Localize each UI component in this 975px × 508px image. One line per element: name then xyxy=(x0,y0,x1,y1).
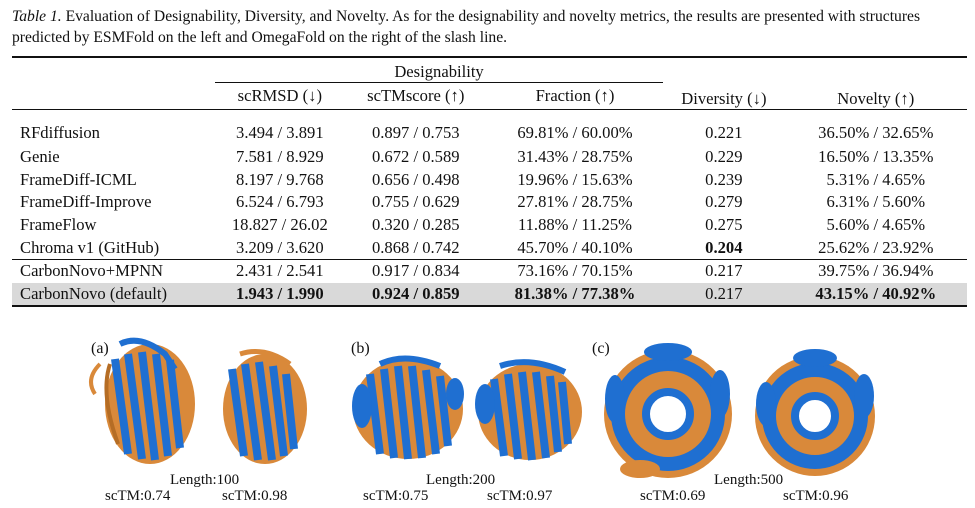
panel-label-a: (a) xyxy=(91,340,109,357)
caption-label: Table 1. xyxy=(12,8,62,25)
fraction-cell: 19.96% / 15.63% xyxy=(517,169,633,189)
length-label-b: Length:200 xyxy=(426,472,496,488)
designability-group-header: Designability xyxy=(394,62,484,81)
table-row: Genie 7.581 / 8.929 0.672 / 0.589 31.43%… xyxy=(12,146,967,169)
method-cell: RFdiffusion xyxy=(20,123,100,142)
table-row: FrameFlow 18.827 / 26.02 0.320 / 0.285 1… xyxy=(12,214,967,237)
fraction-cell: 11.88% / 11.25% xyxy=(517,215,632,235)
table-row: FrameDiff-Improve 6.524 / 6.793 0.755 / … xyxy=(12,191,967,214)
fraction-cell: 81.38% / 77.38% xyxy=(486,282,664,307)
novelty-cell: 36.50% / 32.65% xyxy=(818,123,934,142)
protein-structure-figure: (a) (b) (c) xyxy=(0,324,975,508)
diversity-cell: 0.217 xyxy=(705,261,743,281)
sctm-cell: 0.924 / 0.859 xyxy=(344,282,487,307)
table-caption: Table 1. Evaluation of Designability, Di… xyxy=(12,6,967,48)
fraction-cell: 69.81% / 60.00% xyxy=(517,123,633,142)
sctm-cell: 0.672 / 0.589 xyxy=(371,147,460,167)
header-novelty: Novelty (↑) xyxy=(837,89,915,108)
scrmsd-cell: 3.209 / 3.620 xyxy=(236,237,324,257)
header-sctmscore: scTMscore (↑) xyxy=(344,82,487,110)
method-cell: FrameDiff-ICML xyxy=(20,169,137,189)
length-label-a: Length:100 xyxy=(170,472,240,488)
method-cell: CarbonNovo+MPNN xyxy=(20,261,164,281)
diversity-cell: 0.279 xyxy=(705,192,743,212)
length-label-c: Length:500 xyxy=(714,472,784,488)
protein-structure-c-right xyxy=(755,349,875,476)
novelty-cell: 39.75% / 36.94% xyxy=(818,261,934,281)
diversity-cell: 0.221 xyxy=(705,123,743,142)
diversity-cell: 0.275 xyxy=(705,215,743,235)
novelty-cell: 5.31% / 4.65% xyxy=(826,169,926,189)
protein-structure-a-left xyxy=(89,337,195,464)
table-row: RFdiffusion 3.494 / 3.891 0.897 / 0.753 … xyxy=(12,110,967,147)
scrmsd-cell: 18.827 / 26.02 xyxy=(231,215,328,235)
sctm-cell: 0.656 / 0.498 xyxy=(371,169,460,189)
sctm-label-c-right: scTM:0.96 xyxy=(783,488,849,504)
novelty-cell: 16.50% / 13.35% xyxy=(818,147,934,167)
results-table: Designability Diversity (↓) Novelty (↑) … xyxy=(12,56,967,307)
scrmsd-cell: 1.943 / 1.990 xyxy=(214,282,345,307)
table-row: FrameDiff-ICML 8.197 / 9.768 0.656 / 0.4… xyxy=(12,169,967,192)
caption-text: Evaluation of Designability, Diversity, … xyxy=(12,8,921,46)
scrmsd-cell: 8.197 / 9.768 xyxy=(236,169,324,189)
fraction-cell: 73.16% / 70.15% xyxy=(517,261,633,281)
fraction-cell: 31.43% / 28.75% xyxy=(517,147,633,167)
novelty-cell: 5.60% / 4.65% xyxy=(826,215,926,235)
diversity-cell: 0.204 xyxy=(705,237,743,257)
sctm-label-c-left: scTM:0.69 xyxy=(640,488,706,504)
method-cell: FrameDiff-Improve xyxy=(20,192,152,212)
diversity-cell: 0.229 xyxy=(705,147,743,167)
method-cell: Genie xyxy=(20,147,60,167)
protein-structure-b-right xyxy=(475,359,582,461)
sctm-cell: 0.755 / 0.629 xyxy=(371,192,460,212)
sctm-label-a-left: scTM:0.74 xyxy=(105,488,171,504)
novelty-cell: 25.62% / 23.92% xyxy=(818,237,934,257)
novelty-cell: 43.15% / 40.92% xyxy=(784,282,967,307)
table-row: CarbonNovo+MPNN 2.431 / 2.541 0.917 / 0.… xyxy=(12,259,967,282)
protein-structure-a-right xyxy=(223,349,307,464)
method-cell: CarbonNovo (default) xyxy=(12,282,215,307)
protein-structure-c-left xyxy=(604,343,732,478)
header-scrmsd: scRMSD (↓) xyxy=(214,82,345,110)
diversity-cell: 0.239 xyxy=(705,169,743,189)
sctm-cell: 0.917 / 0.834 xyxy=(371,261,460,281)
header-diversity: Diversity (↓) xyxy=(681,89,767,108)
method-cell: Chroma v1 (GitHub) xyxy=(20,237,160,257)
scrmsd-cell: 3.494 / 3.891 xyxy=(236,123,324,142)
table-row: Chroma v1 (GitHub) 3.209 / 3.620 0.868 /… xyxy=(12,236,967,259)
sctm-cell: 0.868 / 0.742 xyxy=(371,237,460,257)
scrmsd-cell: 2.431 / 2.541 xyxy=(236,261,324,281)
fraction-cell: 45.70% / 40.10% xyxy=(517,237,633,257)
structure-renderings xyxy=(89,337,875,478)
sctm-cell: 0.897 / 0.753 xyxy=(371,123,460,142)
table-row-highlighted: CarbonNovo (default) 1.943 / 1.990 0.924… xyxy=(12,282,967,307)
novelty-cell: 6.31% / 5.60% xyxy=(826,192,926,212)
header-fraction: Fraction (↑) xyxy=(486,82,664,110)
scrmsd-cell: 6.524 / 6.793 xyxy=(236,192,324,212)
method-cell: FrameFlow xyxy=(20,215,97,235)
fraction-cell: 27.81% / 28.75% xyxy=(517,192,633,212)
panel-label-b: (b) xyxy=(351,340,370,357)
sctm-label-a-right: scTM:0.98 xyxy=(222,488,288,504)
protein-structure-b-left xyxy=(352,355,464,460)
scrmsd-cell: 7.581 / 8.929 xyxy=(236,147,324,167)
diversity-cell: 0.217 xyxy=(663,282,785,307)
sctm-label-b-left: scTM:0.75 xyxy=(363,488,429,504)
sctm-cell: 0.320 / 0.285 xyxy=(371,215,460,235)
panel-label-c: (c) xyxy=(592,340,610,357)
sctm-label-b-right: scTM:0.97 xyxy=(487,488,553,504)
